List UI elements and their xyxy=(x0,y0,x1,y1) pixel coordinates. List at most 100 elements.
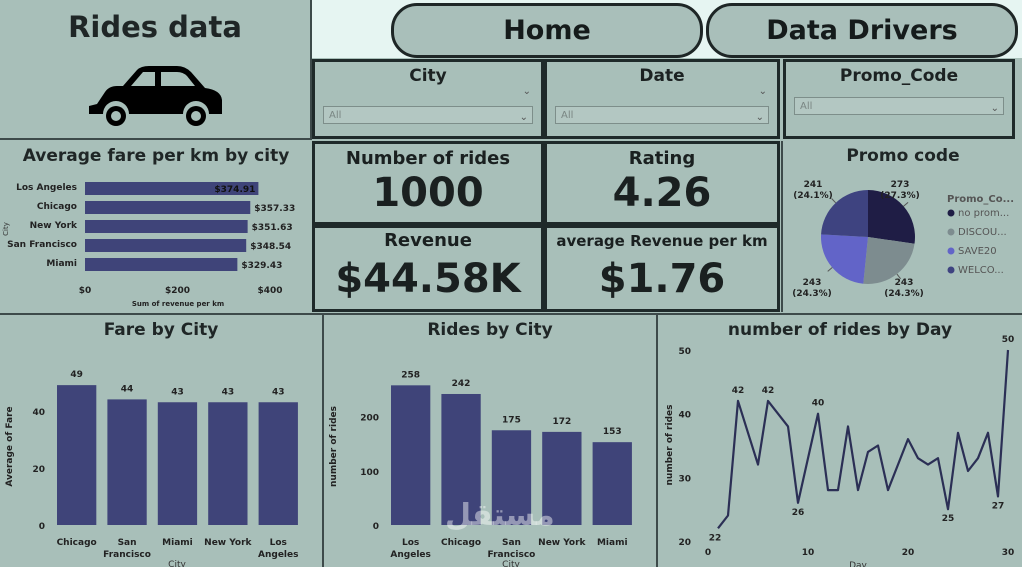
y-tick-label: 0 xyxy=(39,522,45,532)
category-label: Chicago xyxy=(441,538,481,548)
chevron-down-icon: ⌄ xyxy=(519,112,528,123)
y-tick-label: 20 xyxy=(678,538,691,548)
car-icon xyxy=(89,66,222,126)
x-tick-label: $0 xyxy=(79,286,92,296)
bar xyxy=(391,385,431,525)
bar xyxy=(157,402,198,525)
chart-title: number of rides by Day xyxy=(728,320,952,340)
leader-line xyxy=(903,201,909,207)
city-slicer-label: City xyxy=(409,66,447,86)
pie-slice xyxy=(863,237,915,284)
rides-card: Number of rides 1000 xyxy=(312,141,544,225)
x-axis-title: Sum of revenue per km xyxy=(132,300,224,308)
slice-value-label: 241 xyxy=(804,180,823,190)
category-label: Chicago xyxy=(37,202,77,212)
category-label: Angeles xyxy=(390,550,430,560)
date-slicer-label: Date xyxy=(639,66,685,86)
x-tick-label: $200 xyxy=(165,286,190,296)
point-label: 25 xyxy=(942,514,955,524)
chevron-down-icon[interactable]: ⌄ xyxy=(758,86,767,97)
chart-title: Average fare per km by city xyxy=(23,146,290,166)
bar xyxy=(441,393,481,525)
legend-label: SAVE20 xyxy=(958,246,997,257)
category-label: San Francisco xyxy=(7,240,77,250)
x-tick-label: 30 xyxy=(1002,548,1015,558)
category-label: New York xyxy=(204,538,252,548)
home-button[interactable]: Home xyxy=(391,3,703,58)
avg-revenue-card-value: $1.76 xyxy=(598,256,726,302)
data-label: 49 xyxy=(70,370,83,380)
date-slicer[interactable]: Date ⌄ All ⌄ xyxy=(544,59,780,139)
bar xyxy=(208,402,248,525)
title-panel: Rides data xyxy=(0,0,312,140)
avg-fare-chart: Average fare per km by city Los Angeles $3… xyxy=(2,146,295,308)
date-dropdown[interactable]: All ⌄ xyxy=(555,106,769,124)
category-label: Chicago xyxy=(57,538,97,548)
avg-fare-panel: Average fare per km by city Los Angeles $3… xyxy=(0,141,312,311)
chart-title: Promo code xyxy=(846,146,959,166)
legend-marker xyxy=(947,247,955,255)
date-dropdown-value: All xyxy=(561,110,574,121)
slice-value-label: 273 xyxy=(891,180,910,190)
data-label: 43 xyxy=(222,387,235,397)
category-label: Miami xyxy=(46,259,77,269)
revenue-card-value: $44.58K xyxy=(335,256,521,302)
data-label: 44 xyxy=(121,384,134,394)
x-tick-label: 10 xyxy=(802,548,815,558)
data-label: $351.63 xyxy=(252,223,293,233)
bar xyxy=(85,239,247,252)
x-axis-title: Day xyxy=(849,561,867,567)
data-label: 43 xyxy=(171,387,184,397)
x-axis-title: City xyxy=(168,560,186,567)
bar xyxy=(107,399,147,525)
city-dropdown[interactable]: All ⌄ xyxy=(323,106,533,124)
page-title: Rides data xyxy=(68,10,242,44)
y-tick-label: 40 xyxy=(32,408,45,418)
slice-pct-label: (24.3%) xyxy=(884,289,923,299)
slice-pct-label: (27.3%) xyxy=(880,191,919,201)
x-tick-label: 20 xyxy=(902,548,915,558)
leader-line xyxy=(831,198,837,204)
avg-revenue-card: average Revenue per km $1.76 xyxy=(544,225,780,312)
rides-by-day-chart: number of rides by Day 20 30 40 50 0 10 20 30 22 4… xyxy=(665,320,1015,567)
bar xyxy=(542,431,582,525)
data-label: $329.43 xyxy=(241,261,282,271)
rides-by-city-panel: Rides by City 0 100 200 258 Los Angeles 242 Chic… xyxy=(322,313,656,567)
rides-card-label: Number of rides xyxy=(345,148,511,169)
bar xyxy=(258,402,298,525)
y-tick-label: 100 xyxy=(360,468,379,478)
promo-pie-panel: Promo code 273 (27.3%) 243 (24.3%) 243 (24.3%)… xyxy=(781,141,1022,312)
chart-title: Fare by City xyxy=(104,320,219,340)
rating-card-label: Rating xyxy=(628,148,696,169)
category-label: Angeles xyxy=(258,550,298,560)
revenue-card: Revenue $44.58K xyxy=(312,225,544,312)
y-axis-title: City xyxy=(2,222,10,236)
y-tick-label: 200 xyxy=(360,414,379,424)
pie-slice xyxy=(821,234,868,284)
x-tick-label: 0 xyxy=(705,548,711,558)
category-label: Francisco xyxy=(103,550,151,560)
bar xyxy=(592,442,632,525)
bar xyxy=(85,220,248,233)
slice-value-label: 243 xyxy=(895,278,914,288)
rating-card: Rating 4.26 xyxy=(544,141,780,225)
revenue-card-label: Revenue xyxy=(384,230,472,251)
series-line xyxy=(717,349,1010,529)
data-label: 175 xyxy=(502,415,521,425)
bar xyxy=(85,258,238,271)
data-drivers-button[interactable]: Data Drivers xyxy=(706,3,1018,58)
category-label: Miami xyxy=(597,538,628,548)
city-slicer[interactable]: City ⌄ All ⌄ xyxy=(312,59,544,139)
y-tick-label: 0 xyxy=(373,522,379,532)
category-label: Miami xyxy=(162,538,193,548)
watermark-logo: مستقل xyxy=(445,498,555,533)
legend-label: WELCO... xyxy=(958,265,1004,276)
promo-slicer[interactable]: Promo_Code All ⌄ xyxy=(783,59,1015,139)
promo-dropdown[interactable]: All ⌄ xyxy=(794,97,1004,115)
slice-pct-label: (24.1%) xyxy=(793,191,832,201)
chevron-down-icon[interactable]: ⌄ xyxy=(522,86,531,97)
fare-by-city-panel: Fare by City 0 20 40 49 Chicago 44 San Francisco… xyxy=(0,313,322,567)
promo-dropdown-value: All xyxy=(800,101,813,112)
point-label: 42 xyxy=(762,386,775,396)
category-label: San xyxy=(502,538,521,548)
